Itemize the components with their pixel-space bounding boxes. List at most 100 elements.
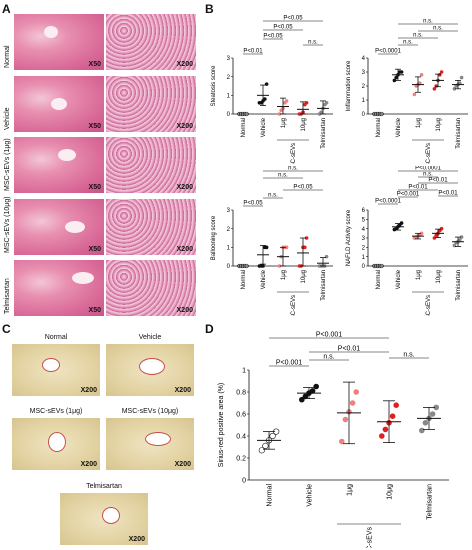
sirius-caption: Vehicle xyxy=(138,334,162,341)
he-image-x50: X50 xyxy=(14,137,104,193)
y-tick-label: 3 xyxy=(362,236,366,242)
magnification-label: X200 xyxy=(176,307,193,314)
y-tick-label: 0.4 xyxy=(236,433,246,440)
data-point xyxy=(313,383,319,390)
significance-label: n.s. xyxy=(403,352,414,359)
sirius-red-chart: 0 0.2 0.4 0.6 0.8 1 Sirius-red positive area (… xyxy=(218,332,449,548)
he-image-x200: X200 xyxy=(106,14,196,70)
histology-row-label: MSC-sEVs (10μg) xyxy=(4,195,11,253)
y-tick-label: 0 xyxy=(242,477,246,484)
he-image-x50: X50 xyxy=(14,198,104,255)
magnification-label: X200 xyxy=(174,461,191,468)
y-tick-label: 0.8 xyxy=(236,389,246,396)
he-image-x50: X50 xyxy=(14,260,104,316)
sirius-caption: MSC-sEVs (10μg) xyxy=(121,408,179,415)
group-bracket-label: MSC-sEVs xyxy=(291,143,297,164)
sirius-image: Vehicle X200 xyxy=(106,334,194,396)
sirius-image: MSC-sEVs (10μg) X200 xyxy=(106,408,194,470)
magnification-label: X200 xyxy=(176,245,193,253)
data-point xyxy=(458,81,462,85)
data-point xyxy=(261,264,265,268)
y-axis-label: Ballooning score xyxy=(211,215,217,260)
panel-letter-a: A xyxy=(2,2,11,16)
data-point xyxy=(309,388,316,394)
significance-label: n.s. xyxy=(413,33,423,39)
data-point xyxy=(319,110,323,114)
data-point xyxy=(392,78,397,83)
data-point xyxy=(458,238,462,242)
x-tick-label: Normal xyxy=(376,270,382,289)
he-image-x200: X200 xyxy=(106,198,196,255)
data-point xyxy=(304,236,309,240)
data-point xyxy=(432,87,437,91)
x-tick-label: 1μg xyxy=(281,270,287,280)
significance-label: P<0.001 xyxy=(316,332,342,339)
y-axis-label: Steatosis score xyxy=(211,65,217,107)
data-point xyxy=(349,400,356,406)
ballooning-chart: 0 1 2 3 Ballooning score Normal Vehicle 1μg 10μg… xyxy=(211,166,333,316)
y-tick-label: 1 xyxy=(227,245,231,251)
data-point xyxy=(339,438,345,445)
data-point xyxy=(439,70,444,74)
x-tick-label: 1μg xyxy=(416,270,422,280)
significance-label: P<0.001 xyxy=(397,192,420,198)
group-bracket-label: MSC-sEVs xyxy=(426,143,432,164)
significance-label: n.s. xyxy=(433,26,443,32)
y-tick-label: 3 xyxy=(362,70,366,76)
x-tick-label: Telmisartan xyxy=(456,118,462,149)
data-point xyxy=(379,433,385,439)
data-point xyxy=(459,75,464,80)
y-tick-label: 4 xyxy=(362,227,366,233)
x-tick-label: Telmisartan xyxy=(426,484,433,520)
data-point xyxy=(262,442,269,449)
data-point xyxy=(284,245,289,250)
data-point xyxy=(434,84,438,88)
histology-row-label: Normal xyxy=(4,45,11,68)
y-tick-label: 1 xyxy=(242,367,246,374)
magnification-label: X50 xyxy=(88,245,101,253)
data-point xyxy=(429,411,436,417)
significance-label: P<0.01 xyxy=(438,191,458,197)
significance-label: P<0.0001 xyxy=(415,166,442,172)
data-point xyxy=(263,97,267,101)
group-bracket-label: MSC-sEVs xyxy=(366,527,373,548)
sirius-caption: Telmisartan xyxy=(86,483,122,490)
x-tick-label: Vehicle xyxy=(261,117,267,137)
y-axis-label: Sirius-red positive area (%) xyxy=(218,383,225,467)
he-image-x200: X200 xyxy=(106,75,196,132)
group-bracket-label: MSC-sEVs xyxy=(291,295,297,316)
significance-label: P<0.01 xyxy=(428,178,448,184)
significance-label: n.s. xyxy=(423,19,433,25)
data-point xyxy=(419,427,425,434)
x-tick-label: Normal xyxy=(241,118,247,137)
magnification-label: X200 xyxy=(80,461,97,468)
magnification-label: X200 xyxy=(176,122,193,130)
magnification-label: X200 xyxy=(176,184,193,191)
data-point xyxy=(382,426,389,433)
y-tick-label: 0.2 xyxy=(236,455,246,462)
vessel-lumen xyxy=(48,432,66,452)
sirius-caption: Normal xyxy=(44,334,68,341)
magnification-label: X200 xyxy=(80,387,97,394)
y-axis-label: Inflammation score xyxy=(346,60,352,111)
significance-label: n.s. xyxy=(308,40,318,46)
x-tick-label: Telmisartan xyxy=(456,270,462,301)
data-point xyxy=(302,393,309,400)
inflammation-chart: 0 1 2 3 4 Inflammation score Normal Vehicle 1μg 1… xyxy=(346,19,468,164)
vessel-lumen xyxy=(42,358,60,372)
y-tick-label: 1 xyxy=(227,93,231,99)
x-tick-label: 1μg xyxy=(281,118,287,128)
significance-label: P<0.05 xyxy=(293,185,313,191)
vessel-lumen xyxy=(145,432,171,446)
significance-label: P<0.01 xyxy=(338,346,360,353)
x-tick-label: Vehicle xyxy=(396,269,402,289)
significance-label: P<0.001 xyxy=(276,360,302,367)
significance-label: n.s. xyxy=(423,172,433,178)
significance-label: P<0.01 xyxy=(408,185,428,191)
vessel-lumen xyxy=(102,507,120,524)
he-image-x50: X50 xyxy=(14,14,104,70)
data-point xyxy=(432,236,437,240)
sirius-image: MSC-sEVs (1μg) X200 xyxy=(12,408,100,470)
data-point xyxy=(422,420,429,426)
sirius-image: Telmisartan X200 xyxy=(60,483,148,545)
